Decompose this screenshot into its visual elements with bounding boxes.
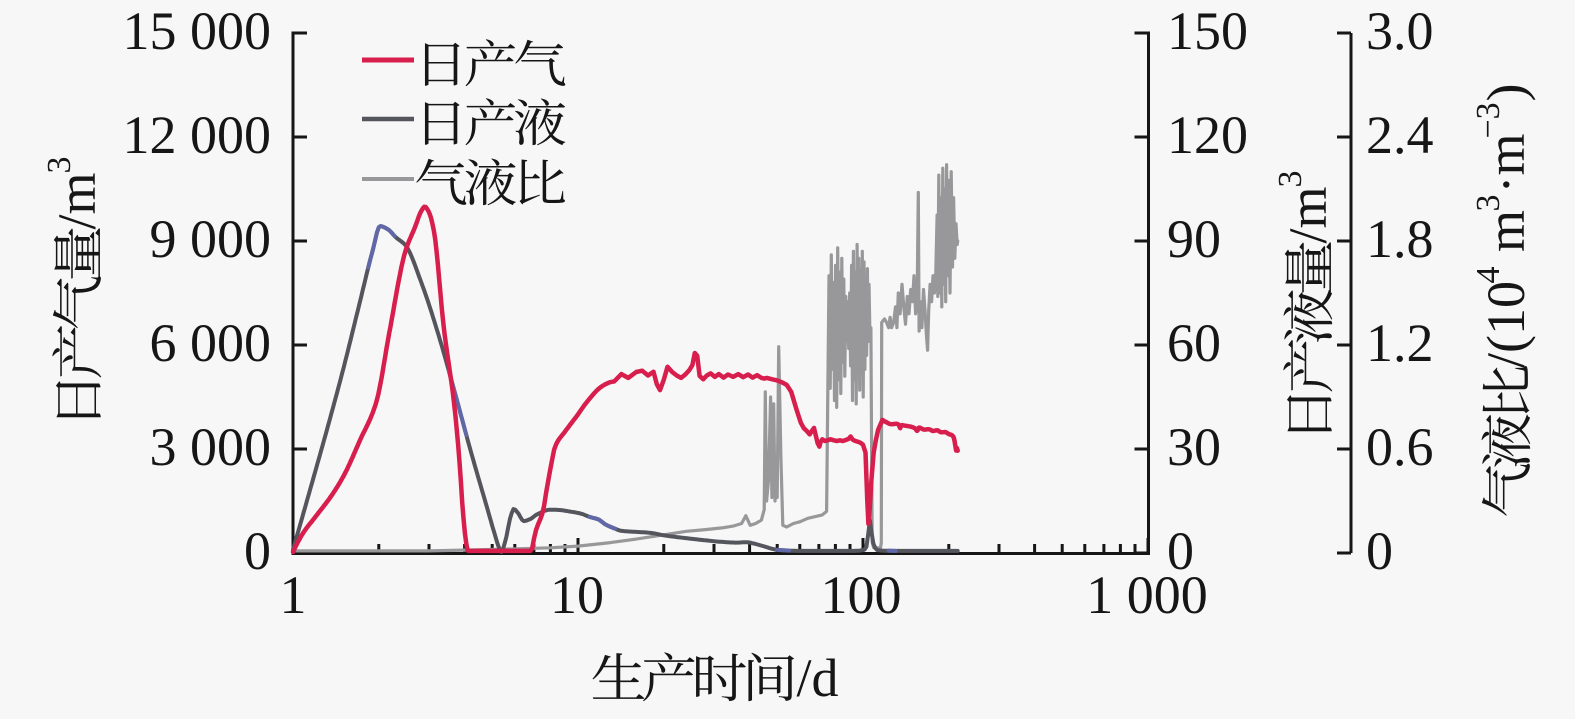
svg-text:/(10: /(10: [1476, 281, 1536, 368]
svg-text:9 000: 9 000: [150, 209, 272, 269]
svg-text:/m: /m: [1278, 186, 1338, 243]
svg-text:/m: /m: [47, 172, 107, 229]
svg-text:0.6: 0.6: [1366, 417, 1434, 477]
svg-text:90: 90: [1167, 209, 1221, 269]
svg-text:1 000: 1 000: [1086, 565, 1208, 625]
svg-text:4: 4: [1470, 267, 1507, 284]
svg-text:/d: /d: [797, 648, 839, 708]
svg-text:−3: −3: [1470, 102, 1507, 138]
svg-text:·m: ·m: [1476, 134, 1536, 194]
svg-text:3: 3: [1470, 195, 1507, 212]
svg-text:1.8: 1.8: [1366, 209, 1434, 269]
svg-text:0: 0: [1167, 521, 1194, 581]
svg-text:30: 30: [1167, 417, 1221, 477]
svg-text:100: 100: [821, 565, 902, 625]
svg-text:): ): [1476, 84, 1536, 102]
svg-text:3: 3: [1272, 171, 1309, 188]
svg-text:3: 3: [41, 157, 78, 174]
svg-text:2.4: 2.4: [1366, 105, 1434, 165]
svg-text:150: 150: [1167, 1, 1248, 61]
svg-text:0: 0: [1366, 521, 1393, 581]
svg-text:60: 60: [1167, 313, 1221, 373]
svg-text:6 000: 6 000: [150, 313, 272, 373]
svg-text:15 000: 15 000: [123, 1, 272, 61]
svg-text:120: 120: [1167, 105, 1248, 165]
svg-text:3.0: 3.0: [1366, 1, 1434, 61]
svg-text:1.2: 1.2: [1366, 313, 1434, 373]
svg-text:1: 1: [280, 565, 307, 625]
svg-text:0: 0: [244, 521, 271, 581]
svg-text:3 000: 3 000: [150, 417, 272, 477]
svg-text:m: m: [1476, 210, 1536, 266]
svg-text:12 000: 12 000: [123, 105, 272, 165]
svg-text:10: 10: [550, 565, 604, 625]
